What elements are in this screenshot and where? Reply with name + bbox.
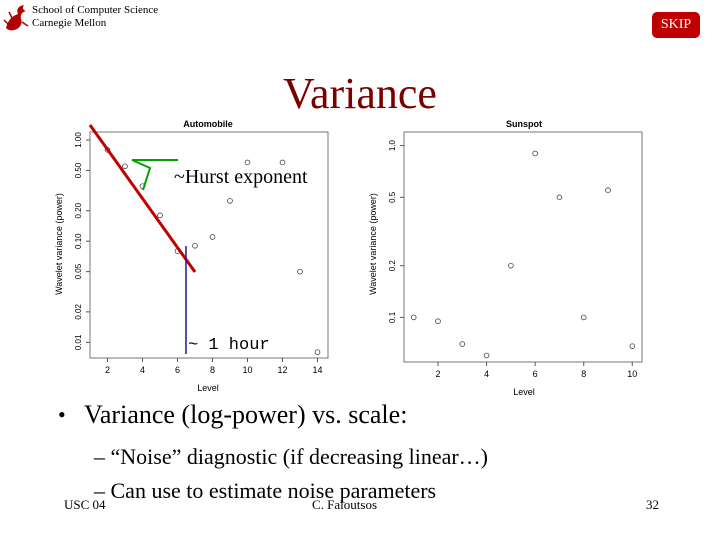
sunspot-chart: Sunspot Wavelet variance (power) Level 2… [368,119,643,397]
y-tick-label-automobile: 0.20 [74,202,83,218]
y-tick-label-sunspot: 0.1 [388,311,397,323]
y-tick-label-automobile: 0.50 [74,162,83,178]
y-tick-label-sunspot: 0.2 [388,260,397,272]
x-tick-label-automobile: 8 [210,365,215,375]
one-hour-annotation: ~ 1 hour [188,336,270,355]
y-axis-label-automobile: Wavelet variance (power) [54,193,64,295]
data-point-automobile [122,163,128,170]
x-tick-label-automobile: 2 [105,365,110,375]
x-tick-label-sunspot: 10 [627,369,637,379]
data-point-sunspot [459,341,466,347]
sub-bullet-estimate: – Can use to estimate noise parameters [94,478,437,503]
x-tick-label-sunspot: 8 [581,369,586,379]
x-tick-label-automobile: 14 [312,365,322,375]
y-tick-label-automobile: 0.01 [74,334,83,350]
data-point-automobile [279,159,286,166]
footer-author: C. Faloutsos [312,497,378,512]
data-point-automobile [227,198,233,204]
bullet-dot-icon: • [58,402,66,427]
chart-title-automobile: Automobile [183,119,233,129]
x-axis-label-sunspot: Level [513,387,535,397]
bullet-text: Variance (log-power) vs. scale: [84,400,408,429]
data-point-automobile [297,268,303,275]
data-point-automobile [139,183,146,189]
y-axis-label-sunspot: Wavelet variance (power) [368,193,378,295]
sub-bullet-noise: – “Noise” diagnostic (if decreasing line… [94,444,489,469]
data-point-automobile [244,159,251,166]
x-tick-label-automobile: 10 [242,365,252,375]
data-point-automobile [104,147,111,153]
data-point-automobile [209,234,216,240]
y-tick-label-automobile: 1.00 [74,132,83,148]
x-tick-label-automobile: 4 [140,365,145,375]
data-point-automobile [192,242,198,249]
data-point-sunspot [410,314,417,321]
dragon-logo [3,5,29,31]
data-point-sunspot [483,352,490,359]
y-tick-label-automobile: 0.10 [74,233,83,249]
institution-header: School of Computer Science Carnegie Mell… [32,4,158,30]
x-axis-label-automobile: Level [197,383,219,393]
y-tick-label-sunspot: 1.0 [388,139,397,151]
slope-line [88,124,197,273]
x-tick-label-sunspot: 6 [533,369,538,379]
data-point-sunspot [556,194,563,201]
y-tick-label-automobile: 0.02 [74,304,83,320]
x-tick-label-automobile: 12 [277,365,287,375]
page-number: 32 [646,497,659,512]
chart-title-sunspot: Sunspot [506,119,542,129]
school-name: School of Computer Science [32,4,159,16]
x-tick-label-sunspot: 2 [435,369,440,379]
data-point-sunspot [605,187,611,194]
y-tick-label-automobile: 0.05 [74,263,83,279]
data-point-sunspot [629,343,636,349]
slope-angle-marker [131,159,178,191]
x-tick-label-automobile: 6 [175,365,180,375]
hurst-annotation: ~Hurst exponent [174,166,308,188]
data-point-automobile [174,248,181,254]
university-name: Carnegie Mellon [32,17,107,29]
data-point-sunspot [532,150,538,157]
skip-button[interactable]: SKIP [652,12,700,38]
data-point-automobile [157,212,163,219]
data-point-sunspot [580,314,587,321]
x-tick-label-sunspot: 4 [484,369,489,379]
data-point-sunspot [508,262,514,269]
y-tick-label-sunspot: 0.5 [388,191,397,203]
plot-frame-sunspot [403,131,643,363]
data-point-automobile [314,349,321,355]
footer-venue: USC 04 [64,497,106,512]
slide-title: Variance [283,69,437,118]
data-point-sunspot [435,318,441,325]
